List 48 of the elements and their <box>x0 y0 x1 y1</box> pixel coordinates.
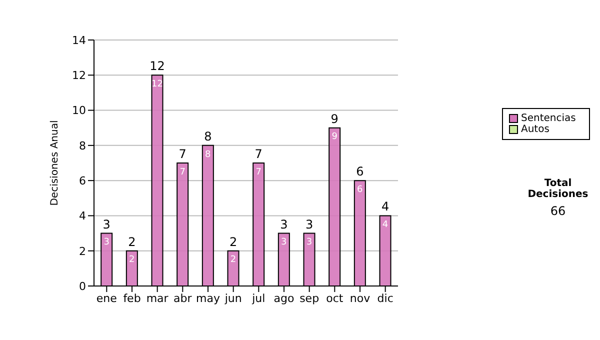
legend-label: Sentencias <box>521 113 576 124</box>
text: Total Decisiones <box>526 178 590 200</box>
x-tick-label: oct <box>326 292 344 305</box>
data-label: 2 <box>230 255 236 266</box>
x-tick-label: mar <box>146 292 169 305</box>
x-tick-label: ago <box>274 292 294 305</box>
x-tick-label: jul <box>251 292 266 305</box>
y-axis-title: Decisiones Anual <box>50 120 61 206</box>
data-label: 6 <box>357 184 364 195</box>
total-label: 2 <box>128 234 136 249</box>
data-label: 3 <box>104 238 110 248</box>
x-tick-label: sep <box>300 292 320 305</box>
data-label: 4 <box>382 220 388 230</box>
total-label: 12 <box>150 59 165 74</box>
y-tick-label: 8 <box>79 139 86 152</box>
y-tick-label: 10 <box>72 104 86 118</box>
data-label: 2 <box>129 255 135 266</box>
total-label: 6 <box>356 164 364 179</box>
x-tick-label: jun <box>224 292 242 305</box>
total-label: 2 <box>229 234 238 249</box>
x-tick-label: dic <box>377 292 394 305</box>
x-tick-label: ene <box>96 292 118 305</box>
y-tick-label: 12 <box>72 69 86 82</box>
text: 66 <box>549 204 567 218</box>
y-tick-label: 4 <box>79 210 86 223</box>
total-label: 4 <box>381 200 390 214</box>
x-tick-label: abr <box>174 292 192 305</box>
total-label: 3 <box>305 217 314 232</box>
x-tick-label: may <box>196 292 220 305</box>
data-label: 7 <box>180 167 186 178</box>
data-label: 3 <box>281 238 287 248</box>
total-label: 3 <box>102 217 110 232</box>
total-label: 3 <box>280 217 288 232</box>
y-tick-label: 14 <box>72 34 86 47</box>
legend-label: Autos <box>521 124 550 135</box>
y-tick-label: 6 <box>79 174 86 188</box>
total-label: 7 <box>254 147 262 161</box>
data-label: 7 <box>256 167 262 178</box>
y-tick-label: 0 <box>79 280 86 293</box>
y-tick-label: 2 <box>79 244 86 258</box>
x-tick-label: feb <box>123 292 141 305</box>
total-label: 7 <box>178 147 186 161</box>
data-label: 9 <box>332 132 338 142</box>
data-label: 8 <box>205 150 212 160</box>
x-tick-label: nov <box>350 292 371 305</box>
total-label: 9 <box>330 112 338 126</box>
total-label: 8 <box>204 129 212 144</box>
data-label: 3 <box>306 238 312 248</box>
